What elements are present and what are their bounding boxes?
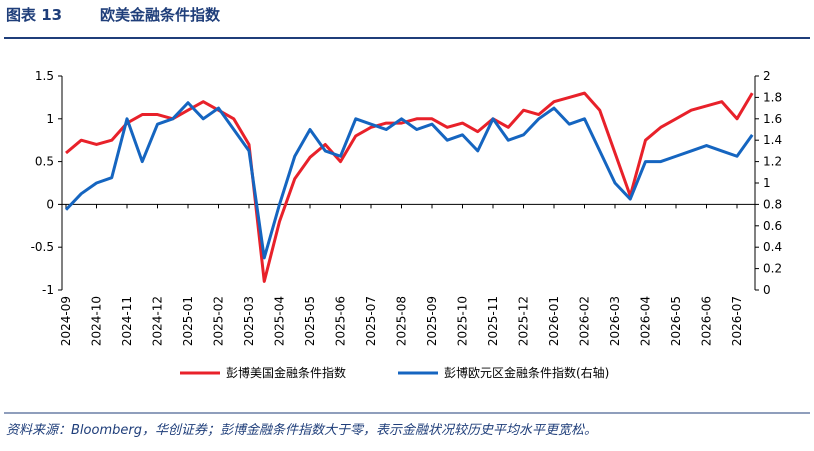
- x-tick-label: 2026-04: [639, 296, 653, 346]
- y-tick-label: -0.5: [31, 240, 54, 254]
- x-tick-label: 2024-12: [151, 296, 165, 346]
- x-tick-label: 2025-07: [364, 296, 378, 346]
- x-tick-label: 2026-03: [608, 296, 622, 346]
- x-tick-label: 2024-10: [90, 296, 104, 346]
- x-tick-label: 2026-06: [700, 296, 714, 346]
- source-note: 资料来源：Bloomberg，华创证券；彭博金融条件指数大于零，表示金融状况较历…: [6, 422, 597, 438]
- x-tick-label: 2026-02: [578, 296, 592, 346]
- y2-tick-label: 0.8: [763, 197, 782, 211]
- y2-tick-label: 1.4: [763, 133, 782, 147]
- x-tick-label: 2024-11: [120, 296, 134, 346]
- y2-tick-label: 0.2: [763, 262, 782, 276]
- y-tick-label: 0: [46, 197, 54, 211]
- y-tick-label: -1: [42, 283, 54, 297]
- legend-label: 彭博美国金融条件指数: [226, 365, 346, 380]
- y-tick-label: 0.5: [35, 155, 54, 169]
- y2-tick-label: 0.4: [763, 240, 782, 254]
- y2-tick-label: 2: [763, 69, 771, 83]
- x-tick-label: 2026-07: [730, 296, 744, 346]
- x-tick-label: 2025-11: [486, 296, 500, 346]
- y2-tick-label: 1: [763, 176, 771, 190]
- y-tick-label: 1: [46, 112, 54, 126]
- x-tick-label: 2025-12: [517, 296, 531, 346]
- y2-tick-label: 0: [763, 283, 771, 297]
- y2-tick-label: 1.6: [763, 112, 782, 126]
- y2-tick-label: 0.6: [763, 219, 782, 233]
- x-tick-label: 2025-09: [425, 296, 439, 346]
- x-tick-label: 2025-06: [334, 296, 348, 346]
- x-tick-label: 2026-01: [547, 296, 561, 346]
- x-tick-label: 2025-04: [273, 296, 287, 346]
- series-line: [64, 101, 754, 260]
- x-tick-label: 2025-01: [181, 296, 195, 346]
- x-tick-label: 2025-10: [456, 296, 470, 346]
- x-tick-label: 2024-09: [59, 296, 73, 346]
- figure-label: 图表 13: [6, 6, 62, 24]
- y-tick-label: 1.5: [35, 69, 54, 83]
- x-tick-label: 2025-02: [212, 296, 226, 346]
- y2-tick-label: 1.2: [763, 155, 782, 169]
- x-tick-label: 2026-05: [669, 296, 683, 346]
- series-line: [65, 91, 754, 283]
- x-tick-label: 2025-03: [242, 296, 256, 346]
- legend-label: 彭博欧元区金融条件指数(右轴): [444, 365, 609, 380]
- y2-tick-label: 1.8: [763, 90, 782, 104]
- x-tick-label: 2025-08: [395, 296, 409, 346]
- x-tick-label: 2025-05: [303, 296, 317, 346]
- chart-title: 欧美金融条件指数: [100, 6, 221, 24]
